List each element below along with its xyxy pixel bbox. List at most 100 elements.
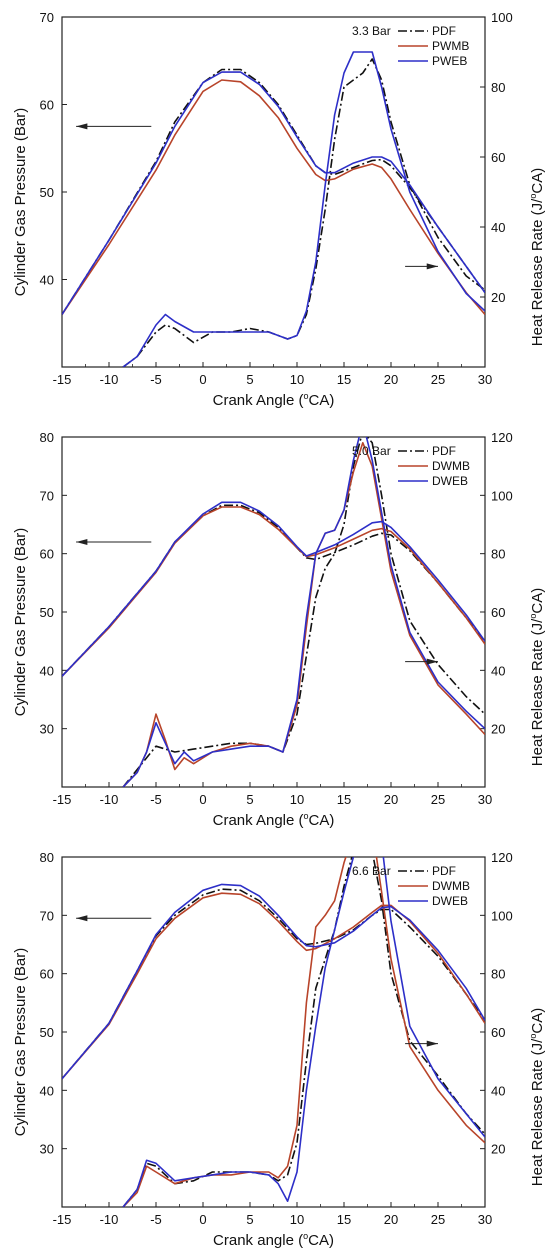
y-left-axis-title: Cylinder Gas Pressure (Bar) xyxy=(12,108,29,296)
y-left-tick-label: 60 xyxy=(40,547,54,562)
pressure-line-pwmb xyxy=(62,79,485,316)
y-right-tick-label: 20 xyxy=(491,290,505,305)
legend-label-pdf: PDF xyxy=(432,24,456,38)
hrr-line-dwmb xyxy=(122,857,485,1207)
pressure-line-pweb xyxy=(62,71,485,315)
y-right-axis-title: Heat Release Rate (J/oCA) xyxy=(528,168,546,346)
y-right-tick-label: 20 xyxy=(491,1142,505,1157)
x-axis-title: Crank angle (oCA) xyxy=(213,1231,334,1249)
hrr-line-pweb xyxy=(122,51,485,367)
y-right-tick-label: 120 xyxy=(491,430,513,445)
legend-label-dweb: DWEB xyxy=(432,474,468,488)
hrr-line-dweb xyxy=(122,437,485,787)
y-left-tick-label: 70 xyxy=(40,488,54,503)
x-tick-label: 0 xyxy=(199,1212,206,1227)
pressure-line-dwmb xyxy=(62,892,485,1080)
curves-group xyxy=(62,857,485,1207)
y-left-axis-title: Cylinder Gas Pressure (Bar) xyxy=(12,948,29,1136)
legend-label-pdf: PDF xyxy=(432,864,456,878)
hrr-line-dwmb xyxy=(122,441,485,787)
y-left-tick-label: 30 xyxy=(40,1142,54,1157)
x-tick-label: 5 xyxy=(246,792,253,807)
x-tick-label: 25 xyxy=(431,372,445,387)
x-tick-label: -5 xyxy=(150,1212,162,1227)
y-right-tick-label: 60 xyxy=(491,605,505,620)
chart-svg: -15 -10 -5 0 5 10 15 20 25 30 30 40 50 60 70 80 20 40 60 80… xyxy=(12,850,546,1249)
pressure-line-pdf xyxy=(62,504,485,677)
curves-group xyxy=(62,51,485,367)
x-tick-label: -15 xyxy=(53,1212,72,1227)
y-left-tick-label: 80 xyxy=(40,430,54,445)
y-right-tick-label: 120 xyxy=(491,850,513,865)
x-tick-label: 10 xyxy=(290,372,304,387)
y-right-axis-title: Heat Release Rate (J/oCA) xyxy=(528,1008,546,1186)
x-axis-title: Crank Angle (oCA) xyxy=(213,391,335,409)
legend-label-dwmb: DWMB xyxy=(432,879,470,893)
y-left-tick-label: 40 xyxy=(40,273,54,288)
x-tick-label: 15 xyxy=(337,1212,351,1227)
left-axis-arrowhead xyxy=(76,915,88,922)
y-left-tick-label: 30 xyxy=(40,722,54,737)
pressure-line-dweb xyxy=(62,501,485,677)
chart-svg: -15-10-505101520253040506070204060801001… xyxy=(12,10,546,409)
y-right-tick-label: 40 xyxy=(491,663,505,678)
legend-label-pweb: PWEB xyxy=(432,54,467,68)
x-tick-label: 15 xyxy=(337,372,351,387)
legend-label-pwmb: PWMB xyxy=(432,39,469,53)
y-left-tick-label: 60 xyxy=(40,98,54,113)
y-right-tick-label: 80 xyxy=(491,967,505,982)
x-tick-label: -15 xyxy=(53,792,72,807)
chart-panel-5-0-bar: -15 -10 -5 0 5 10 15 20 25 30 30 40 50 60 70 80 20 40 60 80… xyxy=(0,420,550,830)
y-right-tick-label: 80 xyxy=(491,547,505,562)
x-tick-label: 5 xyxy=(246,372,253,387)
plot-frame xyxy=(61,16,486,368)
x-tick-label: 25 xyxy=(431,1212,445,1227)
right-axis-arrowhead xyxy=(426,658,438,665)
y-right-tick-label: 80 xyxy=(491,80,505,95)
y-right-tick-label: 100 xyxy=(491,10,513,25)
hrr-line-dweb xyxy=(122,857,485,1207)
left-axis-arrowhead xyxy=(76,123,88,130)
x-tick-label: 20 xyxy=(384,792,398,807)
x-tick-label: -5 xyxy=(150,372,162,387)
condition-label: 3.3 Bar xyxy=(352,24,391,38)
chart-panel-3-3-bar: -15-10-505101520253040506070204060801001… xyxy=(0,0,550,410)
y-left-tick-label: 60 xyxy=(40,967,54,982)
y-left-tick-label: 80 xyxy=(40,850,54,865)
hrr-line-pdf xyxy=(122,58,485,367)
pressure-line-dweb xyxy=(62,883,485,1080)
curves-group xyxy=(62,437,485,787)
y-right-tick-label: 100 xyxy=(491,488,513,503)
x-tick-label: 10 xyxy=(290,792,304,807)
x-tick-label: -5 xyxy=(150,792,162,807)
x-tick-label: -10 xyxy=(100,372,119,387)
y-left-tick-label: 50 xyxy=(40,185,54,200)
x-tick-label: 10 xyxy=(290,1212,304,1227)
hrr-line-pdf xyxy=(122,437,485,787)
y-right-tick-label: 100 xyxy=(491,908,513,923)
x-tick-label: 20 xyxy=(384,1212,398,1227)
right-axis-arrowhead xyxy=(426,263,438,270)
x-tick-label: 30 xyxy=(478,372,492,387)
pressure-line-dwmb xyxy=(62,506,485,677)
x-tick-label: 30 xyxy=(478,1212,492,1227)
y-left-tick-label: 40 xyxy=(40,1083,54,1098)
legend-label-dwmb: DWMB xyxy=(432,459,470,473)
y-left-tick-label: 40 xyxy=(40,663,54,678)
y-right-tick-label: 60 xyxy=(491,1025,505,1040)
hrr-line-pdf xyxy=(122,857,485,1207)
left-axis-arrowhead xyxy=(76,539,88,545)
y-right-tick-label: 60 xyxy=(491,150,505,165)
x-tick-label: 20 xyxy=(384,372,398,387)
right-axis-arrowhead xyxy=(426,1040,438,1047)
condition-label: 5.0 Bar xyxy=(352,444,391,458)
condition-label: 6.6 Bar xyxy=(352,864,391,878)
legend-label-dweb: DWEB xyxy=(432,894,468,908)
x-tick-label: -15 xyxy=(53,372,72,387)
x-tick-label: -10 xyxy=(100,792,119,807)
x-tick-label: 0 xyxy=(199,792,206,807)
y-right-tick-label: 40 xyxy=(491,1083,505,1098)
x-tick-label: 30 xyxy=(478,792,492,807)
x-axis-title: Crank Angle (oCA) xyxy=(213,811,335,829)
x-tick-label: -10 xyxy=(100,1212,119,1227)
